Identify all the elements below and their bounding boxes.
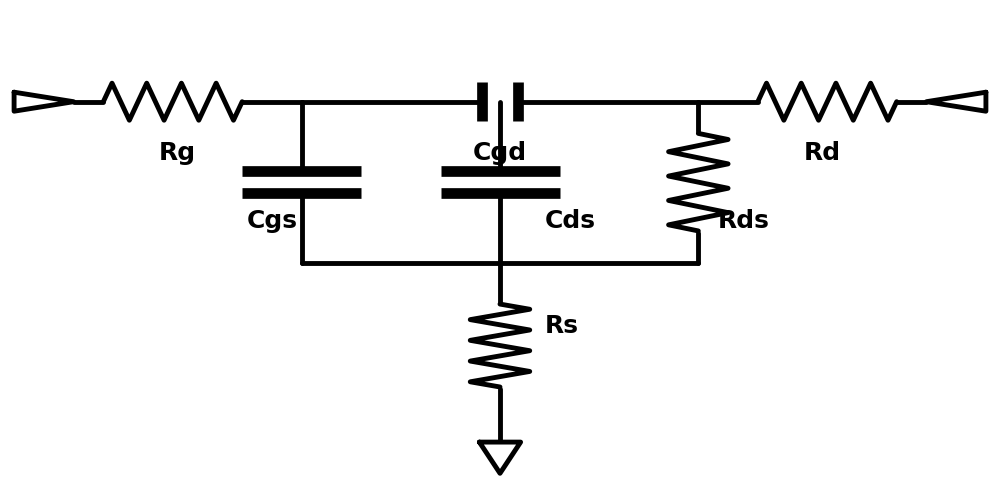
Text: Cds: Cds (545, 209, 596, 233)
Text: Rd: Rd (804, 141, 841, 165)
Text: Rs: Rs (545, 314, 579, 338)
Text: Rds: Rds (718, 209, 770, 233)
Text: Rg: Rg (159, 141, 196, 165)
Text: Cgs: Cgs (247, 209, 298, 233)
Text: Cgd: Cgd (473, 141, 527, 165)
